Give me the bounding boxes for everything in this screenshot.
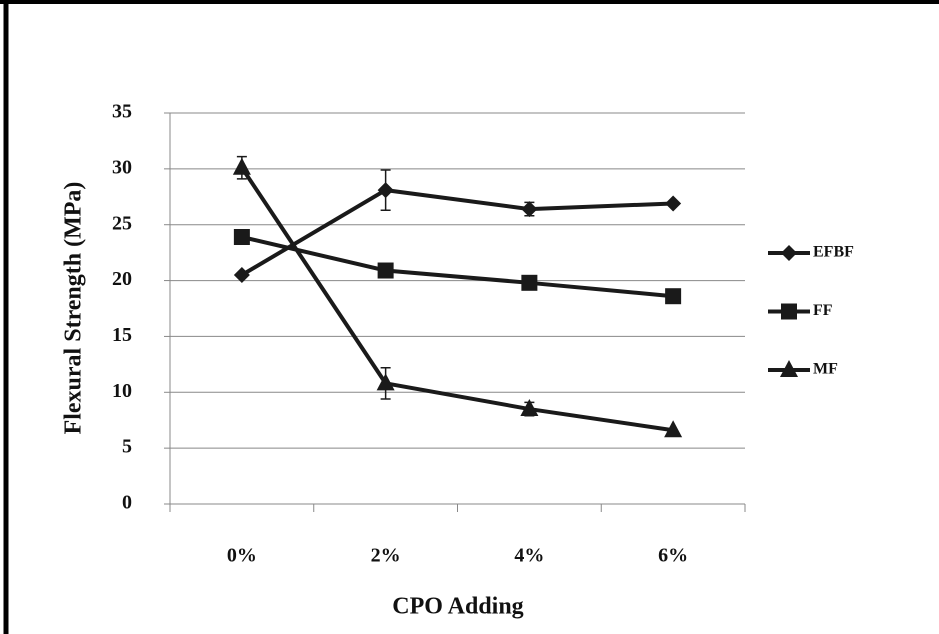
data-point bbox=[376, 373, 395, 391]
x-tick-label: 2% bbox=[371, 545, 401, 567]
legend-label: MF bbox=[813, 361, 838, 378]
series-line bbox=[240, 166, 674, 433]
y-tick-label: 5 bbox=[122, 436, 132, 458]
data-point bbox=[664, 420, 683, 438]
x-tick-label: 0% bbox=[227, 545, 257, 567]
data-point bbox=[232, 157, 251, 175]
y-tick-label: 10 bbox=[112, 380, 132, 402]
y-tick-label: 30 bbox=[112, 156, 132, 178]
legend-label: FF bbox=[813, 302, 833, 319]
legend-label: EFBF bbox=[813, 244, 854, 261]
x-tick-label: 4% bbox=[514, 545, 544, 567]
legend-marker bbox=[780, 360, 798, 377]
data-point bbox=[665, 195, 682, 212]
legend-marker bbox=[781, 245, 797, 261]
y-tick-label: 35 bbox=[112, 101, 132, 123]
x-axis-title: CPO Adding bbox=[392, 594, 523, 620]
series-line bbox=[240, 188, 674, 277]
x-tick-label: 6% bbox=[658, 545, 688, 567]
legend-marker bbox=[781, 303, 797, 320]
y-tick-label: 25 bbox=[112, 212, 132, 234]
data-point bbox=[377, 262, 394, 279]
data-point bbox=[233, 266, 250, 283]
data-point bbox=[233, 229, 250, 246]
data-point bbox=[521, 274, 538, 291]
data-point bbox=[377, 182, 394, 199]
series-line bbox=[241, 235, 674, 299]
data-point bbox=[665, 288, 682, 305]
y-tick-label: 20 bbox=[112, 268, 132, 290]
y-axis-title: Flexural Strength (MPa) bbox=[61, 182, 87, 435]
data-point bbox=[520, 399, 539, 417]
data-point bbox=[521, 201, 538, 218]
y-tick-label: 15 bbox=[112, 324, 132, 346]
y-tick-label: 0 bbox=[122, 492, 132, 514]
